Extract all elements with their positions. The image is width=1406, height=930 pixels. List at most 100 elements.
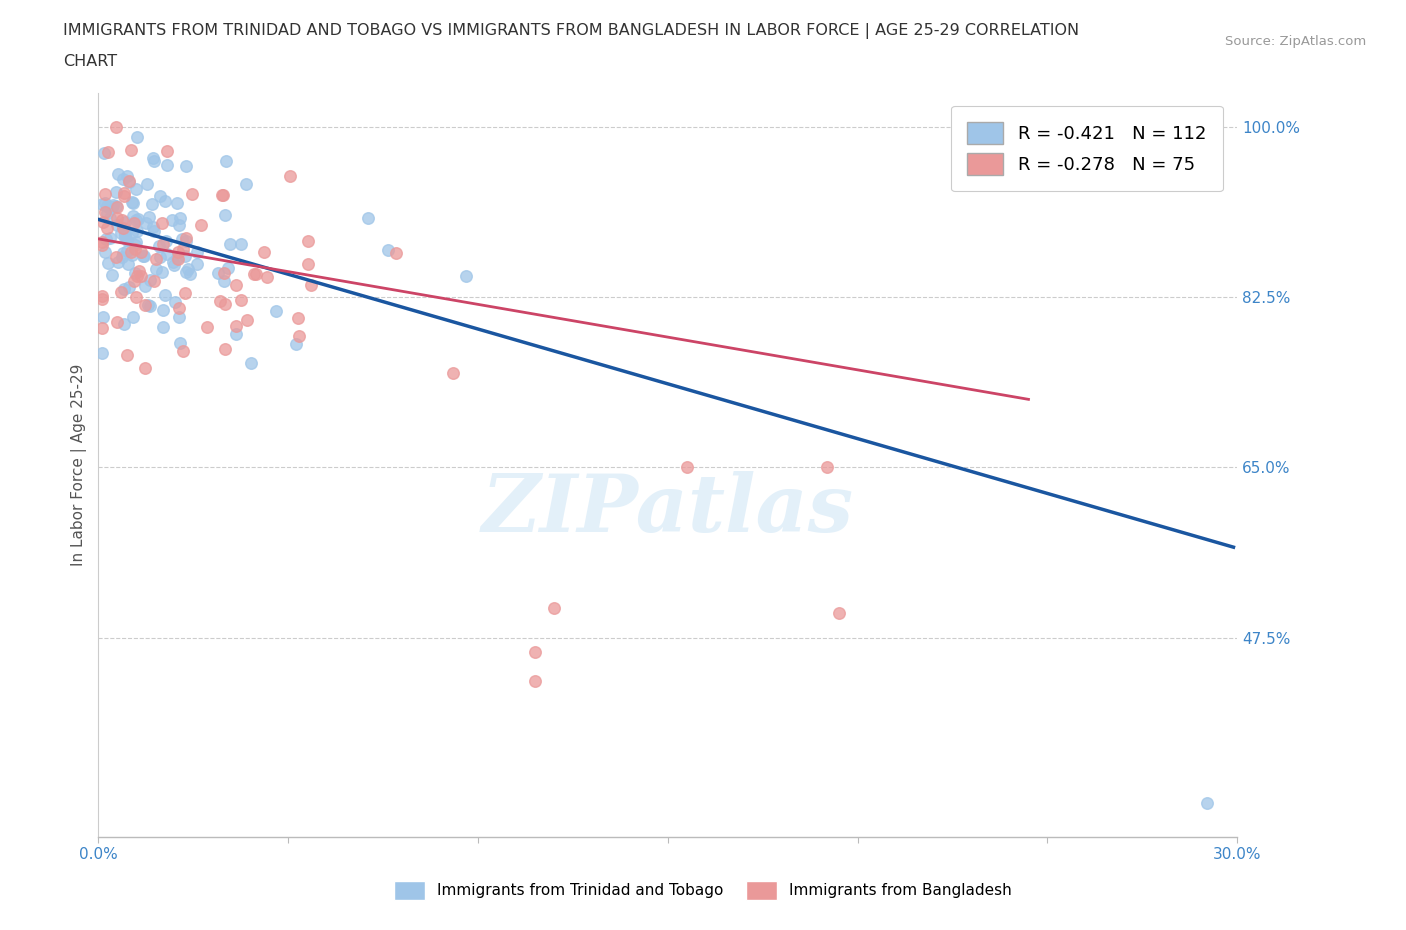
Point: [377, 242, 399, 257]
Point: [114, 225, 136, 240]
Point: [112, 189, 135, 204]
Point: [155, 233, 177, 248]
Point: [96, 220, 118, 235]
Point: [112, 186, 135, 201]
Point: [127, 211, 149, 226]
Point: [1195, 795, 1218, 810]
Point: [96, 206, 118, 220]
Point: [101, 198, 124, 213]
Point: [173, 286, 195, 300]
Point: [195, 319, 218, 334]
Point: [236, 313, 259, 328]
Point: [117, 175, 139, 190]
Point: [139, 299, 162, 313]
Point: [125, 234, 148, 249]
Point: [129, 245, 152, 259]
Point: [174, 230, 197, 245]
Point: [211, 187, 233, 202]
Point: [240, 355, 263, 370]
Point: [229, 292, 252, 307]
Point: [172, 242, 194, 257]
Point: [122, 209, 145, 224]
Point: [217, 260, 239, 275]
Legend: R = -0.421   N = 112, R = -0.278   N = 75: R = -0.421 N = 112, R = -0.278 N = 75: [950, 106, 1223, 192]
Point: [121, 194, 143, 209]
Point: [105, 184, 128, 199]
Point: [245, 266, 267, 281]
Point: [299, 278, 322, 293]
Point: [124, 238, 146, 253]
Point: [136, 298, 159, 312]
Point: [155, 287, 177, 302]
Point: [212, 187, 235, 202]
Point: [136, 177, 159, 192]
Point: [115, 244, 138, 259]
Point: [167, 300, 190, 315]
Point: [225, 326, 247, 341]
Point: [105, 218, 128, 232]
Point: [105, 210, 128, 225]
Point: [225, 318, 247, 333]
Point: [190, 218, 212, 232]
Point: [143, 223, 166, 238]
Point: [100, 200, 122, 215]
Point: [186, 257, 208, 272]
Point: [114, 231, 136, 246]
Point: [169, 336, 191, 351]
Point: [112, 281, 135, 296]
Point: [235, 177, 257, 192]
Point: [229, 236, 252, 251]
Point: [93, 187, 115, 202]
Point: [524, 674, 547, 689]
Point: [110, 226, 132, 241]
Point: [91, 237, 114, 252]
Text: IMMIGRANTS FROM TRINIDAD AND TOBAGO VS IMMIGRANTS FROM BANGLADESH IN LABOR FORCE: IMMIGRANTS FROM TRINIDAD AND TOBAGO VS I…: [63, 23, 1080, 39]
Point: [120, 245, 142, 259]
Point: [176, 234, 198, 249]
Point: [121, 248, 143, 263]
Point: [543, 601, 565, 616]
Point: [110, 285, 132, 299]
Point: [105, 200, 128, 215]
Point: [167, 309, 190, 324]
Point: [162, 213, 184, 228]
Point: [214, 297, 236, 312]
Point: [214, 273, 236, 288]
Point: [170, 232, 193, 246]
Point: [152, 236, 174, 251]
Point: [134, 279, 156, 294]
Point: [127, 269, 149, 284]
Point: [112, 172, 135, 187]
Point: [166, 196, 188, 211]
Point: [94, 232, 117, 246]
Point: [207, 266, 229, 281]
Point: [91, 291, 114, 306]
Point: [214, 341, 236, 356]
Point: [98, 231, 121, 246]
Point: [115, 168, 138, 183]
Point: [156, 144, 179, 159]
Point: [91, 321, 114, 336]
Point: [132, 248, 155, 263]
Point: [167, 244, 190, 259]
Point: [215, 153, 238, 168]
Point: [152, 302, 174, 317]
Point: [145, 252, 167, 267]
Point: [142, 153, 165, 168]
Point: [142, 151, 165, 166]
Point: [125, 224, 148, 239]
Point: [156, 158, 179, 173]
Point: [150, 216, 173, 231]
Point: [98, 200, 121, 215]
Point: [132, 248, 155, 263]
Point: [115, 232, 138, 247]
Point: [174, 249, 197, 264]
Point: [256, 270, 278, 285]
Point: [101, 267, 124, 282]
Point: [174, 158, 197, 173]
Point: [155, 194, 177, 209]
Point: [131, 269, 153, 284]
Point: [179, 267, 201, 282]
Point: [107, 166, 129, 181]
Point: [149, 188, 172, 203]
